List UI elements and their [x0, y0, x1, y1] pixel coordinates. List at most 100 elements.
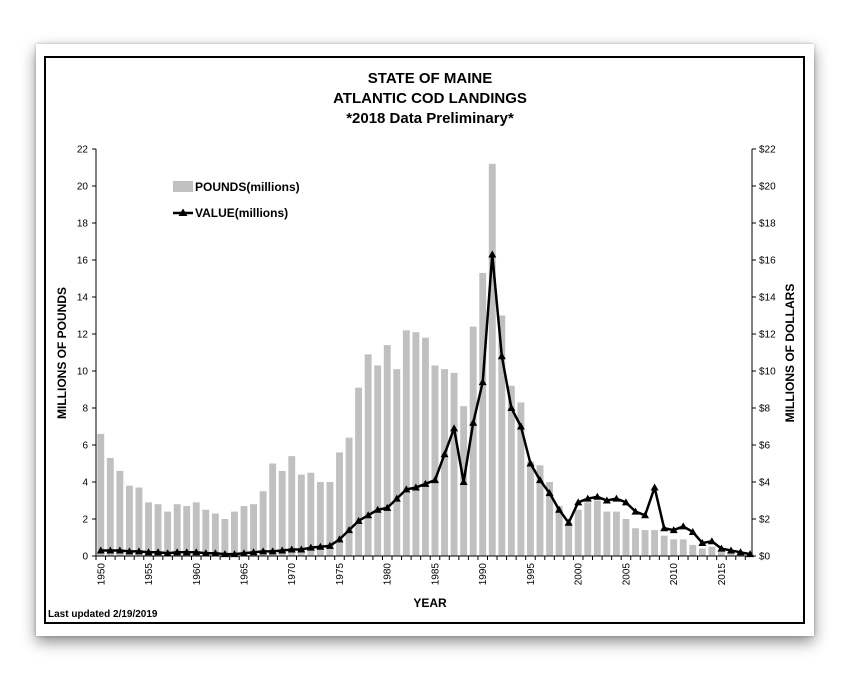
value-point-2011: [679, 522, 688, 530]
value-point-1991: [488, 250, 497, 258]
x-tick-label: 1975: [335, 563, 346, 586]
value-point-1952: [115, 546, 124, 554]
y-tick-label-left: 4: [82, 478, 88, 489]
value-point-1976: [345, 526, 354, 534]
y-axis-title-left: MILLIONS OF POUNDS: [55, 287, 69, 419]
bar-1974: [326, 482, 334, 556]
axis-labels: YEAR MILLIONS OF POUNDS MILLIONS OF DOLL…: [48, 284, 797, 620]
axes: 0 2 4 6 8 10 12 14 16 18 20 22 $0 $2 $4 $6 $8 $10 $12 $14 $1…: [77, 145, 776, 586]
bar-2005: [622, 519, 630, 556]
value-point-1969: [278, 546, 287, 554]
bar-1981: [393, 369, 401, 556]
value-point-1966: [249, 548, 258, 556]
bar-1986: [441, 369, 448, 556]
value-point-1997: [545, 489, 554, 497]
value-point-1960: [192, 548, 201, 556]
bar-series: [97, 163, 754, 557]
y-tick-label-right: $4: [759, 478, 771, 489]
bar-2006: [632, 528, 639, 556]
y-tick-label-right: $8: [759, 404, 771, 415]
value-point-1980: [383, 503, 392, 511]
bar-1951: [106, 457, 114, 556]
bar-1996: [536, 465, 544, 556]
bar-2007: [641, 530, 649, 556]
bar-2011: [679, 539, 687, 556]
value-point-1971: [297, 545, 306, 553]
bar-1967: [259, 491, 267, 556]
bar-1964: [231, 511, 238, 556]
bar-1971: [297, 474, 305, 556]
bar-1969: [278, 470, 286, 556]
bar-1972: [307, 472, 315, 556]
bar-1992: [498, 315, 506, 556]
y-tick-label-right: $14: [759, 293, 776, 304]
x-tick-label: 1985: [430, 563, 441, 586]
bar-1952: [116, 470, 124, 556]
y-tick-label-right: $12: [759, 330, 776, 341]
value-point-1970: [287, 545, 296, 553]
bar-1958: [173, 504, 181, 556]
value-point-1989: [469, 418, 478, 426]
footnote: Last updated 2/19/2019: [48, 609, 158, 620]
value-point-2012: [688, 527, 697, 535]
value-point-2017: [736, 548, 745, 556]
bar-2015: [718, 550, 725, 556]
legend-value-label: VALUE(millions): [195, 206, 288, 220]
bar-1950: [97, 433, 105, 556]
bar-1999: [565, 522, 573, 556]
bar-1960: [192, 502, 200, 556]
bar-1987: [450, 372, 458, 556]
y-tick-label-right: $0: [759, 552, 771, 563]
bar-1968: [269, 463, 277, 556]
x-tick-label: 2010: [669, 563, 680, 586]
legend-pounds-swatch: [173, 181, 193, 192]
bar-2013: [698, 548, 706, 556]
title-line-2: ATLANTIC COD LANDINGS: [333, 90, 527, 107]
value-point-2018: [746, 550, 755, 558]
value-point-2014: [707, 537, 716, 545]
value-point-1995: [526, 459, 535, 467]
value-point-2001: [583, 494, 592, 502]
value-point-1984: [421, 479, 430, 487]
y-tick-label-left: 22: [77, 145, 89, 156]
y-tick-label-left: 14: [77, 293, 89, 304]
bar-1963: [221, 519, 229, 556]
bar-1998: [555, 506, 563, 556]
value-point-1967: [259, 547, 268, 555]
value-point-1993: [507, 404, 516, 411]
legend-value-marker: [178, 208, 188, 216]
bar-1985: [431, 365, 439, 556]
bar-1957: [164, 511, 172, 556]
value-point-2004: [612, 494, 621, 502]
value-point-2002: [593, 492, 602, 500]
value-point-1988: [459, 478, 468, 485]
bar-1961: [202, 509, 210, 556]
y-tick-label-right: $2: [759, 515, 771, 526]
value-point-1957: [163, 549, 172, 557]
value-point-1979: [373, 505, 382, 513]
bar-2001: [584, 502, 592, 556]
x-tick-label: 1960: [192, 563, 203, 586]
chart-title: STATE OF MAINE ATLANTIC COD LANDINGS *20…: [333, 70, 527, 127]
bar-2000: [574, 509, 582, 556]
bar-1977: [355, 387, 363, 556]
value-point-1972: [306, 543, 315, 551]
value-point-2008: [650, 483, 659, 491]
value-point-1973: [316, 542, 325, 550]
value-point-1990: [478, 378, 487, 386]
y-tick-label-right: $22: [759, 145, 776, 156]
value-point-1950: [96, 546, 105, 554]
y-tick-label-right: $20: [759, 182, 776, 193]
bar-1993: [507, 385, 515, 556]
y-tick-label-left: 6: [82, 441, 88, 452]
value-point-1956: [154, 548, 163, 556]
x-tick-label: 2005: [621, 563, 632, 586]
bar-1970: [288, 456, 296, 556]
bar-1995: [527, 461, 534, 556]
bar-1984: [421, 337, 429, 556]
bar-2004: [612, 511, 620, 556]
value-point-1998: [555, 505, 564, 513]
bar-2016: [727, 552, 735, 556]
value-point-2015: [717, 544, 726, 552]
